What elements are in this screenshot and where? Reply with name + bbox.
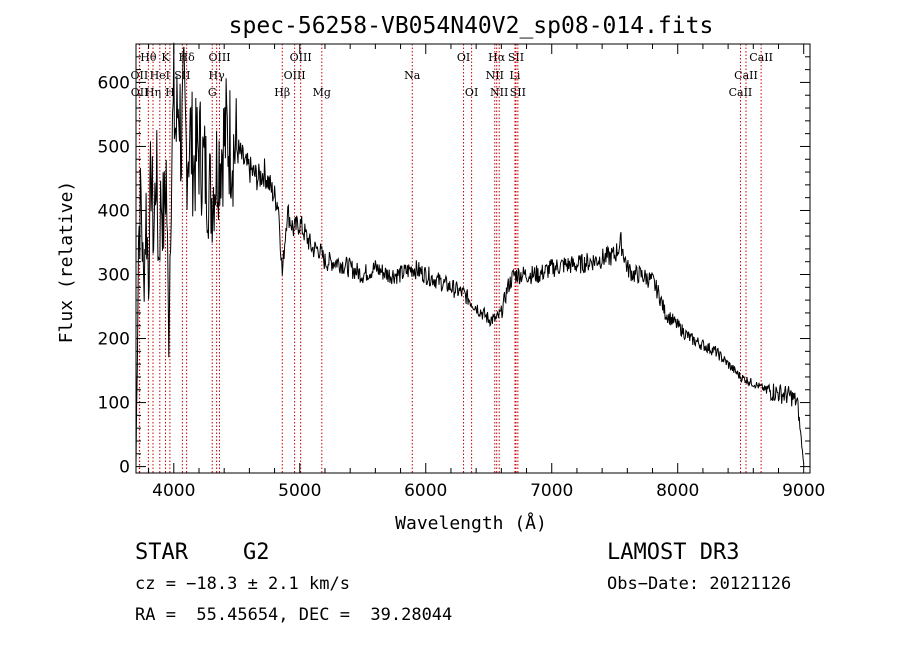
marker-label: Hβ xyxy=(274,86,290,99)
plot-frame xyxy=(135,43,811,474)
axis-ticks: 4000 5000 6000 7000 8000 9000 0 100 200 300 400 500… xyxy=(98,44,825,501)
marker-label: Mg xyxy=(313,86,331,99)
marker-label: SII xyxy=(510,86,526,99)
x-tick-label: 7000 xyxy=(530,481,573,501)
y-tick-label: 0 xyxy=(119,458,130,478)
redshift-velocity: cz = −18.3 ± 2.1 km/s xyxy=(135,574,350,594)
y-tick-label: 100 xyxy=(98,394,130,414)
marker-label: Hα xyxy=(488,51,506,64)
survey-name: LAMOST DR3 xyxy=(607,540,740,565)
marker-label: OIII xyxy=(208,51,230,64)
marker-label: Hθ xyxy=(140,51,157,64)
marker-label: OI xyxy=(457,51,470,64)
y-tick-label: 200 xyxy=(98,330,130,350)
marker-label: K xyxy=(161,51,170,64)
marker-label: HeI xyxy=(150,69,170,82)
spectral-subclass: G2 xyxy=(243,540,270,565)
marker-label: Hη xyxy=(145,86,161,99)
x-tick-label: 5000 xyxy=(278,481,321,501)
marker-label: CaII xyxy=(749,51,773,64)
y-tick-label: 600 xyxy=(98,73,130,93)
marker-label: H xyxy=(165,86,175,99)
x-tick-label: 8000 xyxy=(656,481,699,501)
observation-date: Obs−Date: 20121126 xyxy=(607,574,792,594)
sky-coordinates: RA = 55.45654, DEC = 39.28044 xyxy=(135,605,453,625)
x-tick-label: 6000 xyxy=(404,481,447,501)
marker-label: SII xyxy=(508,51,524,64)
spectrum-line xyxy=(135,42,805,467)
x-axis-label: Wavelength (Å) xyxy=(395,512,547,534)
marker-label: CaII xyxy=(734,69,758,82)
marker-label: Li xyxy=(510,69,521,82)
marker-label: NII xyxy=(486,69,504,82)
x-tick-label: 4000 xyxy=(152,481,195,501)
marker-label: OI xyxy=(465,86,478,99)
chart-title: spec-56258-VB054N40V2_sp08-014.fits xyxy=(229,13,714,39)
series-layer xyxy=(135,42,805,467)
x-tick-label: 9000 xyxy=(782,481,825,501)
y-tick-label: 300 xyxy=(98,266,130,286)
marker-label: OII xyxy=(131,86,149,99)
marker-label: NII xyxy=(490,86,508,99)
marker-label: Na xyxy=(404,69,421,82)
y-axis-label: Flux (relative) xyxy=(56,181,77,344)
marker-label: Hγ xyxy=(209,69,226,82)
marker-label: OIII xyxy=(284,69,306,82)
y-tick-label: 500 xyxy=(98,137,130,157)
object-type: STAR xyxy=(135,540,188,565)
y-tick-label: 400 xyxy=(98,201,130,221)
marker-label: G xyxy=(208,86,217,99)
marker-label: OIII xyxy=(290,51,312,64)
marker-label: CaII xyxy=(729,86,753,99)
marker-label: Hδ xyxy=(179,51,196,64)
